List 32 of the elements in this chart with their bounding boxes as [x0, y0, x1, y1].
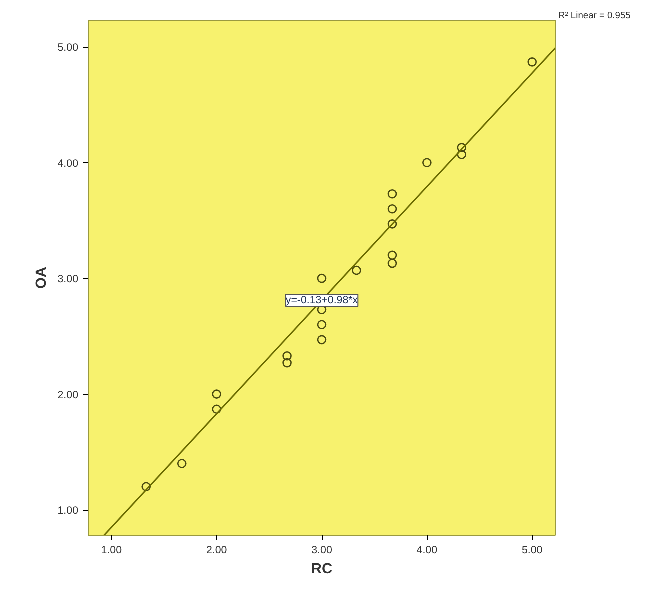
y-tick-label: 4.00 — [58, 158, 79, 170]
point — [352, 266, 362, 276]
x-tick-label: 3.00 — [312, 544, 332, 556]
x-tick-label: 4.00 — [416, 544, 438, 556]
point — [282, 351, 292, 361]
y-tick-label: 1.00 — [58, 505, 79, 518]
point — [282, 358, 292, 368]
point — [317, 335, 327, 345]
x-tick-label: 1.00 — [101, 544, 122, 556]
point — [388, 258, 398, 268]
y-tick-label: 2.00 — [58, 389, 79, 402]
x-tick-label: 5.00 — [522, 544, 543, 556]
point — [177, 459, 187, 468]
point — [457, 143, 467, 152]
point — [528, 58, 538, 67]
point — [457, 150, 467, 160]
point — [317, 274, 327, 284]
point — [388, 189, 398, 199]
point — [388, 220, 398, 229]
y-tick-label: 5.00 — [58, 42, 79, 54]
point — [212, 404, 222, 414]
point — [388, 250, 398, 260]
y-axis-title: OA — [34, 266, 50, 289]
point — [388, 204, 398, 214]
point — [317, 320, 327, 330]
text: R² Linear = 0.955 — [558, 10, 631, 20]
x-axis-title: RC — [311, 562, 333, 578]
point — [142, 482, 151, 492]
point — [212, 390, 222, 399]
y-tick-label: 3.00 — [58, 274, 79, 286]
x-tick-label: 2.00 — [206, 544, 228, 556]
point — [422, 158, 432, 168]
